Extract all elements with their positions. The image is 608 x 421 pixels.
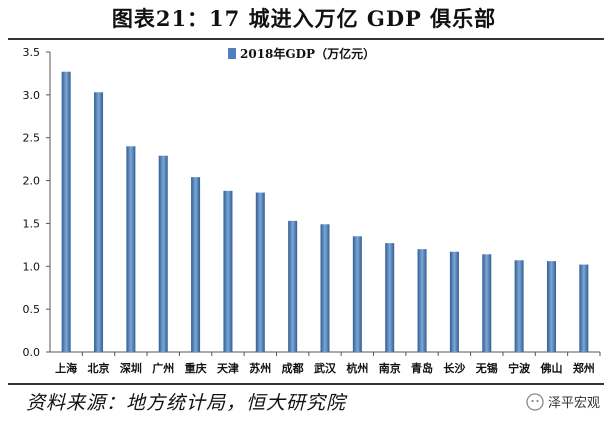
axes: 0.0 0.5 1.0 1.5 2.0 2.5 3.0 3.5 上海 北京 深圳 广州 重庆 天津 苏州 成都… bbox=[23, 46, 601, 375]
bar bbox=[94, 92, 104, 353]
brand-watermark: 泽平宏观 bbox=[526, 392, 600, 411]
x-tick-label: 天津 bbox=[217, 361, 239, 375]
bar bbox=[255, 192, 265, 352]
y-tick-label: 2.0 bbox=[23, 175, 41, 188]
x-tick-label: 佛山 bbox=[539, 361, 562, 375]
x-tick-label: 宁波 bbox=[508, 361, 531, 375]
x-tick-label: 郑州 bbox=[573, 361, 595, 375]
bars bbox=[61, 71, 589, 353]
x-tick-label: 深圳 bbox=[120, 361, 142, 375]
y-tick-label: 3.0 bbox=[23, 89, 41, 102]
source-rule bbox=[8, 383, 604, 385]
bar bbox=[352, 236, 362, 352]
bar bbox=[288, 220, 298, 352]
x-tick-label: 杭州 bbox=[346, 361, 368, 375]
y-tick-label: 3.5 bbox=[23, 46, 41, 59]
x-tick-label: 成都 bbox=[282, 361, 304, 375]
bar bbox=[449, 251, 459, 352]
y-tick-label: 2.5 bbox=[23, 132, 41, 145]
bar bbox=[546, 261, 556, 352]
wechat-icon bbox=[526, 392, 544, 411]
bar bbox=[514, 260, 524, 352]
x-tick-label: 苏州 bbox=[249, 361, 271, 375]
source-note: 资料来源：地方统计局，恒大研究院 bbox=[26, 392, 347, 414]
figure-title: 图表21：17 城进入万亿 GDP 俱乐部 bbox=[111, 6, 497, 31]
bar bbox=[191, 177, 201, 352]
x-tick-label: 无锡 bbox=[475, 361, 498, 375]
y-tick-label: 0.0 bbox=[23, 346, 41, 359]
x-tick-label: 北京 bbox=[88, 361, 110, 375]
bar bbox=[482, 254, 492, 352]
y-tick-label: 0.5 bbox=[23, 303, 41, 316]
legend: 2018年GDP（万亿元） bbox=[228, 46, 375, 61]
bar bbox=[385, 243, 395, 352]
x-tick-label: 青岛 bbox=[411, 361, 433, 375]
bar bbox=[126, 146, 136, 352]
bar-chart: 0.0 0.5 1.0 1.5 2.0 2.5 3.0 3.5 上海 北京 深圳 广州 重庆 天津 苏州 成都… bbox=[23, 46, 601, 375]
brand-name: 泽平宏观 bbox=[547, 396, 600, 411]
x-tick-label: 上海 bbox=[55, 361, 77, 375]
bar bbox=[579, 264, 589, 352]
x-tick-label: 南京 bbox=[379, 361, 401, 375]
legend-label: 2018年GDP（万亿元） bbox=[240, 46, 375, 61]
y-tick-label: 1.5 bbox=[23, 217, 41, 230]
x-tick-label: 重庆 bbox=[185, 361, 207, 375]
legend-swatch bbox=[228, 48, 236, 59]
bar bbox=[223, 190, 233, 352]
bar bbox=[61, 71, 71, 352]
x-tick-label: 广州 bbox=[152, 361, 174, 375]
bar bbox=[158, 155, 168, 352]
x-tick-label: 长沙 bbox=[443, 361, 465, 375]
y-tick-label: 1.0 bbox=[23, 260, 41, 273]
title-rule bbox=[8, 38, 604, 40]
bar bbox=[320, 224, 330, 352]
bar bbox=[417, 249, 427, 352]
x-tick-label: 武汉 bbox=[314, 361, 337, 375]
